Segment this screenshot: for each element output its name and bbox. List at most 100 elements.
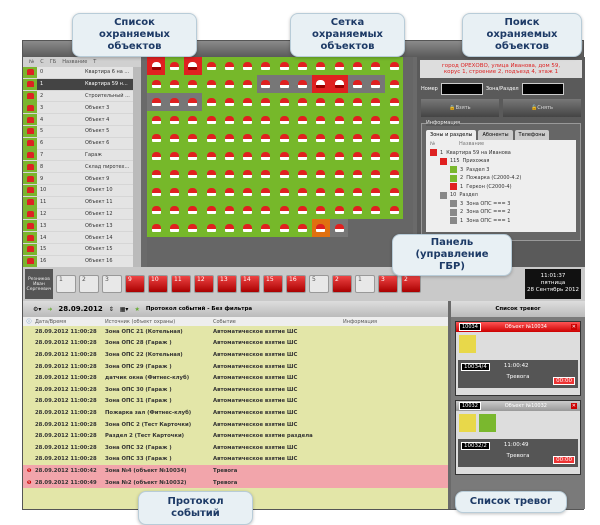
- grid-object[interactable]: [201, 129, 221, 147]
- grid-object[interactable]: [384, 75, 404, 93]
- arm-button[interactable]: 🔒 Взять: [421, 99, 499, 117]
- table-row[interactable]: 28.09.2012 11:00:28 Зона ОПС 33 (Гараж ) А…: [23, 454, 448, 466]
- list-item[interactable]: 1 Квартира 59 н...: [23, 78, 141, 91]
- grid-object[interactable]: [238, 129, 257, 147]
- grid-object[interactable]: [293, 165, 312, 183]
- grid-object[interactable]: [348, 183, 367, 201]
- grid-object[interactable]: [256, 219, 276, 237]
- gbr-car-button[interactable]: 3: [378, 275, 398, 293]
- grid-object[interactable]: [275, 165, 294, 183]
- grid-object[interactable]: [293, 201, 312, 219]
- grid-object[interactable]: [329, 129, 349, 147]
- table-row[interactable]: 28.09.2012 11:00:28 Зона ОПС 32 (Гараж ) А…: [23, 442, 448, 454]
- tab-zones[interactable]: Зоны и разделы: [426, 130, 477, 140]
- grid-object[interactable]: [311, 219, 330, 237]
- grid-object[interactable]: [147, 75, 166, 93]
- close-icon[interactable]: ✕: [570, 403, 577, 409]
- date-spinner[interactable]: ⇕: [108, 305, 114, 313]
- grid-object[interactable]: [165, 219, 184, 237]
- gbr-car-button[interactable]: 16: [286, 275, 306, 293]
- grid-object[interactable]: [384, 165, 404, 183]
- date-field[interactable]: 28.09.2012: [58, 305, 103, 313]
- grid-object[interactable]: [293, 219, 312, 237]
- grid-object[interactable]: [183, 129, 202, 147]
- gbr-car-button[interactable]: 15: [263, 275, 283, 293]
- list-item[interactable]: 9 Объект 9: [23, 173, 141, 185]
- grid-object[interactable]: [384, 201, 404, 219]
- grid-object[interactable]: [275, 129, 294, 147]
- grid-object[interactable]: [275, 57, 294, 75]
- grid-object[interactable]: [238, 93, 257, 111]
- grid-object[interactable]: [183, 111, 202, 129]
- grid-object[interactable]: [348, 129, 367, 147]
- grid-object[interactable]: [256, 183, 276, 201]
- grid-object[interactable]: [329, 201, 349, 219]
- alarm-card[interactable]: 10032 Объект №10032 ✕ 10032/2 11:00:49 Тревог…: [455, 400, 581, 475]
- grid-object[interactable]: [311, 183, 330, 201]
- grid-object[interactable]: [201, 93, 221, 111]
- grid-object[interactable]: [329, 219, 349, 237]
- grid-object[interactable]: [147, 165, 166, 183]
- number-input[interactable]: [440, 83, 483, 95]
- star-icon[interactable]: ★: [134, 305, 140, 313]
- grid-object[interactable]: [329, 183, 349, 201]
- grid-object[interactable]: [311, 165, 330, 183]
- grid-object[interactable]: [220, 147, 239, 165]
- tab-subscribers[interactable]: Абоненты: [478, 130, 513, 140]
- grid-object[interactable]: [293, 75, 312, 93]
- table-row[interactable]: 28.09.2012 11:00:28 Зона ОПС 31 (Гараж ) А…: [23, 396, 448, 408]
- grid-object[interactable]: [329, 111, 349, 129]
- tree-node[interactable]: 1 Зона ОПС === 1: [426, 217, 576, 226]
- list-item[interactable]: 3 Объект 3: [23, 102, 141, 115]
- table-row[interactable]: 28.09.2012 11:00:28 Зона ОПС 2 (Тест Карт…: [23, 419, 448, 431]
- grid-object[interactable]: [311, 201, 330, 219]
- grid-object[interactable]: [384, 183, 404, 201]
- objects-list-scrollbar[interactable]: [133, 67, 141, 274]
- grid-object[interactable]: [165, 93, 184, 111]
- grid-object[interactable]: [201, 201, 221, 219]
- list-item[interactable]: 4 Объект 4: [23, 114, 141, 126]
- grid-object[interactable]: [147, 93, 166, 111]
- grid-object[interactable]: [220, 129, 239, 147]
- grid-object[interactable]: [238, 165, 257, 183]
- grid-object[interactable]: [201, 183, 221, 201]
- grid-object[interactable]: [201, 57, 221, 75]
- grid-object[interactable]: [238, 147, 257, 165]
- empty-cell[interactable]: [348, 219, 366, 237]
- table-row[interactable]: 28.09.2012 11:00:28 Зона ОПС 29 (Гараж ) А…: [23, 361, 448, 373]
- gbr-car-button[interactable]: 12: [194, 275, 214, 293]
- grid-object[interactable]: [311, 93, 330, 111]
- list-item[interactable]: 12 Объект 12: [23, 208, 141, 221]
- grid-object[interactable]: [201, 75, 221, 93]
- grid-object[interactable]: [311, 129, 330, 147]
- gbr-car-button[interactable]: 14: [240, 275, 260, 293]
- tree-node[interactable]: 3 Раздел 3: [426, 166, 576, 175]
- grid-object[interactable]: [275, 219, 294, 237]
- filter-icon[interactable]: ⚙▾: [33, 305, 42, 313]
- grid-object[interactable]: [147, 111, 166, 129]
- gbr-car-button[interactable]: 1: [355, 275, 375, 293]
- gbr-car-button[interactable]: 5: [309, 275, 329, 293]
- list-header-cell[interactable]: Название: [62, 59, 88, 65]
- grid-object[interactable]: [256, 93, 276, 111]
- grid-object[interactable]: [201, 165, 221, 183]
- grid-object[interactable]: [366, 165, 385, 183]
- car-icon[interactable]: [459, 414, 476, 432]
- grid-object[interactable]: [311, 57, 330, 75]
- grid-object[interactable]: [165, 75, 184, 93]
- list-item[interactable]: 13 Объект 13: [23, 220, 141, 233]
- table-row[interactable]: 28.09.2012 11:00:28 Зона ОПС 22 (Котельна…: [23, 349, 448, 361]
- grid-object[interactable]: [256, 111, 276, 129]
- table-row[interactable]: 28.09.2012 11:00:28 Раздел 2 (Тест Карточ…: [23, 430, 448, 442]
- grid-object[interactable]: [238, 183, 257, 201]
- tree-node[interactable]: 2 Зона ОПС === 2: [426, 208, 576, 217]
- grid-object[interactable]: [147, 183, 166, 201]
- grid-object[interactable]: [329, 93, 349, 111]
- grid-object[interactable]: [329, 165, 349, 183]
- empty-cell[interactable]: [367, 219, 385, 237]
- grid-object[interactable]: [165, 183, 184, 201]
- disarm-button[interactable]: 🔓 Снять: [503, 99, 581, 117]
- grid-object[interactable]: [366, 93, 385, 111]
- grid-object[interactable]: [256, 147, 276, 165]
- grid-object[interactable]: [256, 129, 276, 147]
